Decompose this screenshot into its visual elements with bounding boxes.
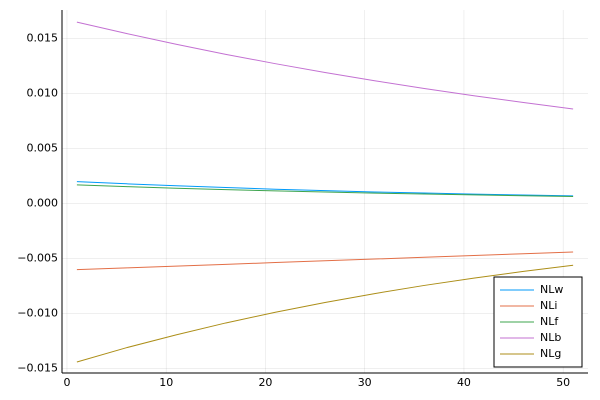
y-tick-label: −0.015 — [17, 362, 58, 375]
x-tick-label: 10 — [159, 376, 173, 389]
x-tick-label: 30 — [358, 376, 372, 389]
legend-label: NLf — [540, 315, 559, 328]
legend-label: NLg — [540, 347, 561, 360]
series-line — [76, 184, 574, 197]
y-tick-label: 0.010 — [27, 87, 59, 100]
legend-label: NLb — [540, 331, 561, 344]
legend-label: NLw — [540, 283, 563, 296]
y-tick-label: 0.015 — [27, 32, 59, 45]
x-tick-label: 40 — [457, 376, 471, 389]
legend: NLw NLi NLf NLb NLg — [493, 276, 583, 368]
legend-label: NLi — [540, 299, 557, 312]
y-tick-label: 0.005 — [27, 142, 59, 155]
series-line — [76, 181, 574, 197]
series-line — [76, 251, 574, 271]
series-line — [76, 21, 574, 110]
x-tick-label: 50 — [556, 376, 570, 389]
x-tick-label: 20 — [258, 376, 272, 389]
y-tick-label: −0.010 — [17, 307, 58, 320]
series-line — [76, 264, 574, 363]
y-tick-label: 0.000 — [27, 197, 59, 210]
y-tick-label: −0.005 — [17, 252, 58, 265]
x-tick-label: 0 — [63, 376, 70, 389]
